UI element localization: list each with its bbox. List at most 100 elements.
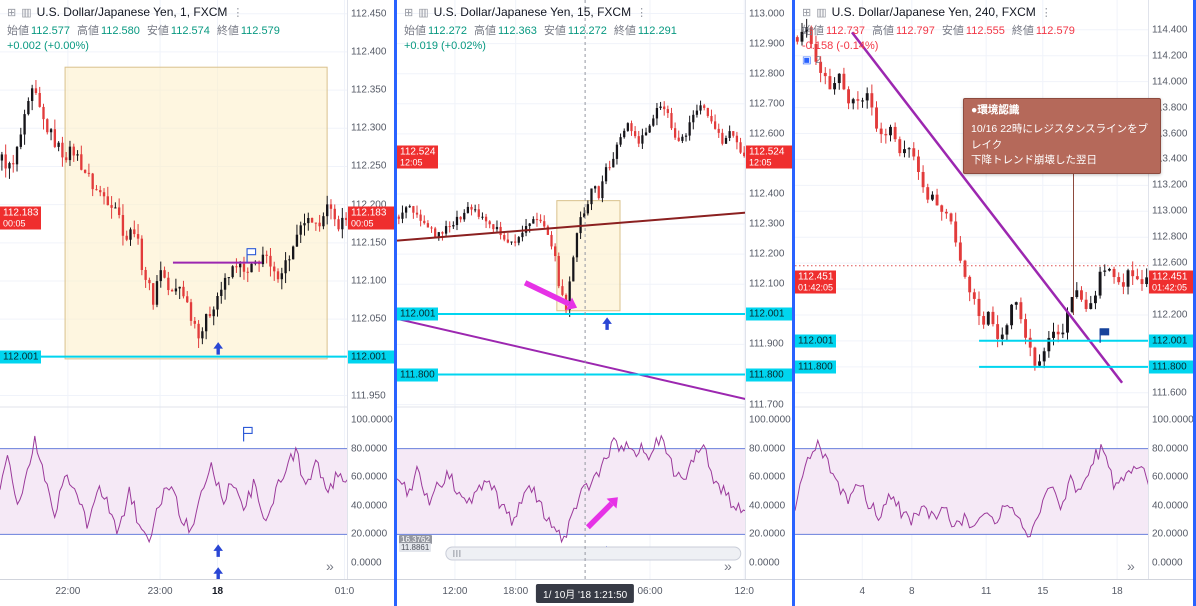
time-axis-label: 8 <box>909 586 915 597</box>
price-axis-label: 113.000 <box>1152 205 1188 217</box>
price-tag-right[interactable]: 111.800 <box>746 368 793 381</box>
chart-canvas[interactable] <box>0 0 348 579</box>
arrow-up-marker[interactable] <box>602 317 612 330</box>
rsi-axis-label: 100.0000 <box>749 414 791 426</box>
price-tag-left[interactable]: 112.183 00:05 <box>0 206 42 230</box>
price-tag-left[interactable]: 112.524 12:05 <box>397 145 439 169</box>
price-tag-left[interactable]: 111.800 <box>795 360 836 374</box>
collapse-panes-button[interactable]: » <box>724 558 732 574</box>
trend-line[interactable] <box>397 211 746 242</box>
price-tag-right[interactable]: 112.001 <box>746 307 793 321</box>
crosshair-time-tooltip: 1/ 10月 '18 1:21:50 <box>536 584 635 603</box>
flag-marker-solid[interactable] <box>1099 328 1110 343</box>
price-axis-label: 111.600 <box>1152 387 1187 399</box>
indicator-value-tag: 11.8861 <box>399 542 432 552</box>
price-tag-right[interactable]: 112.451 01:42:05 <box>1149 270 1196 294</box>
rsi-line[interactable] <box>397 434 746 544</box>
time-axis[interactable]: 4 8 11 15 18 <box>795 579 1196 606</box>
menu-icon[interactable]: ⋮ <box>232 6 244 19</box>
trend-line[interactable] <box>397 317 746 401</box>
rsi-axis-label: 20.0000 <box>1152 528 1189 540</box>
price-tag-left[interactable]: 112.001 <box>0 350 42 364</box>
price-tag-left[interactable]: 112.451 01:42:05 <box>795 270 837 294</box>
price-tag-right[interactable]: 112.524 12:05 <box>746 145 793 169</box>
price-axis[interactable]: 113.000 112.900 112.800 112.700 112.600 112.5… <box>745 0 793 579</box>
range-scrollbar[interactable] <box>445 546 742 561</box>
momentum-arrow[interactable] <box>585 497 618 530</box>
candles-style-icon[interactable]: ▥ <box>418 6 429 19</box>
price-axis[interactable]: 112.450 112.400 112.350 112.300 112.250 112.2… <box>347 0 395 579</box>
symbol-title: U.S. Dollar/Japanese Yen, 15, FXCM <box>433 5 632 19</box>
collapse-panes-button[interactable]: » <box>326 558 334 574</box>
arrow-up-marker[interactable] <box>213 342 223 355</box>
flag-marker[interactable] <box>243 426 253 442</box>
price-axis-label: 112.200 <box>749 248 785 260</box>
candlestick-series <box>795 18 1149 371</box>
rsi-axis-label: 80.0000 <box>351 443 388 455</box>
rsi-line[interactable] <box>795 438 1149 538</box>
price-axis-label: 112.800 <box>1152 231 1188 243</box>
rsi-line[interactable] <box>0 435 348 544</box>
highlight-box[interactable] <box>64 66 328 360</box>
symbol-title: U.S. Dollar/Japanese Yen, 240, FXCM <box>831 5 1036 19</box>
chart-panel-240m[interactable]: ⊞ ▥ U.S. Dollar/Japanese Yen, 240, FXCM … <box>795 0 1196 606</box>
trend-line[interactable] <box>851 31 1124 384</box>
price-axis-label: 112.200 <box>1152 309 1188 321</box>
menu-icon[interactable]: ⋮ <box>636 6 648 19</box>
compare-icon[interactable]: ⊞ <box>802 6 812 19</box>
price-axis-label: 112.150 <box>351 237 387 249</box>
chart-panel-1m[interactable]: ⊞ ▥ U.S. Dollar/Japanese Yen, 1, FXCM ⋮ … <box>0 0 395 606</box>
panel-divider[interactable] <box>394 0 397 606</box>
panel-divider[interactable] <box>1193 0 1196 606</box>
candles-style-icon[interactable]: ▥ <box>816 6 827 19</box>
price-tag-left[interactable]: 112.001 <box>795 334 837 348</box>
ohlc-row: 始値 112.577 高値 112.580 安値 112.574 終値 112.579 <box>7 25 280 37</box>
panel-divider[interactable] <box>792 0 795 606</box>
compare-icon[interactable]: ⊞ <box>404 6 414 19</box>
price-tag-right[interactable]: 112.183 00:05 <box>348 206 395 230</box>
flag-marker[interactable] <box>246 248 257 263</box>
price-axis-label: 114.400 <box>1152 24 1188 36</box>
price-axis-label: 112.700 <box>749 98 785 110</box>
objects-icon: ▣ <box>802 55 812 66</box>
rsi-band-fill <box>795 448 1149 535</box>
change-row: +0.002 (+0.00%) <box>7 40 89 52</box>
chart-legend: ⊞ ▥ U.S. Dollar/Japanese Yen, 15, FXCM ⋮… <box>404 5 677 52</box>
candles-style-icon[interactable]: ▥ <box>21 6 32 19</box>
compare-icon[interactable]: ⊞ <box>7 6 17 19</box>
price-tag-right[interactable]: 112.001 <box>348 350 395 364</box>
price-tag-left[interactable]: 111.800 <box>397 368 438 381</box>
rsi-axis-label: 60.0000 <box>1152 471 1189 483</box>
price-axis-label: 112.600 <box>1152 257 1188 269</box>
chart-canvas[interactable] <box>795 0 1149 579</box>
chart-canvas[interactable] <box>397 0 746 579</box>
time-axis[interactable]: 22:00 23:00 18 01:0 <box>0 579 395 606</box>
price-axis-label: 112.300 <box>351 122 387 134</box>
rsi-axis-label: 100.0000 <box>1152 414 1194 426</box>
time-axis-label: 01:0 <box>334 586 355 597</box>
arrow-up-marker[interactable] <box>213 567 223 579</box>
time-axis-label: 18:00 <box>503 586 529 597</box>
chart-panel-15m[interactable]: ⊞ ▥ U.S. Dollar/Japanese Yen, 15, FXCM ⋮… <box>397 0 793 606</box>
highlight-box[interactable] <box>556 200 621 312</box>
arrow-up-marker[interactable] <box>213 544 223 557</box>
analysis-note[interactable]: ●環境認識 10/16 22時にレジスタンスラインをブレイク 下降トレンド崩壊し… <box>963 98 1161 174</box>
price-tag-right[interactable]: 111.800 <box>1149 360 1196 374</box>
chart-legend: ⊞ ▥ U.S. Dollar/Japanese Yen, 1, FXCM ⋮ … <box>7 5 280 52</box>
time-axis-label: 12:00 <box>442 586 468 597</box>
object-tree-badge[interactable]: ▣ 2 <box>802 55 1075 66</box>
rsi-axis-label: 80.0000 <box>1152 443 1189 455</box>
rsi-axis-label: 60.0000 <box>749 471 786 483</box>
price-tag-right[interactable]: 112.001 <box>1149 334 1196 348</box>
time-axis[interactable]: 12:00 18:00 06:00 12:0 1/ 10月 '18 1:21:50 <box>397 579 793 606</box>
menu-icon[interactable]: ⋮ <box>1040 6 1052 19</box>
momentum-arrow[interactable] <box>523 280 578 311</box>
time-axis-label: 18 <box>211 586 224 597</box>
price-tag-left[interactable]: 112.001 <box>397 307 439 321</box>
price-axis-label: 114.200 <box>1152 50 1188 62</box>
collapse-panes-button[interactable]: » <box>1127 558 1135 574</box>
price-axis-label: 111.900 <box>749 338 784 350</box>
price-axis-label: 112.100 <box>351 275 387 287</box>
rsi-axis-label: 80.0000 <box>749 443 786 455</box>
